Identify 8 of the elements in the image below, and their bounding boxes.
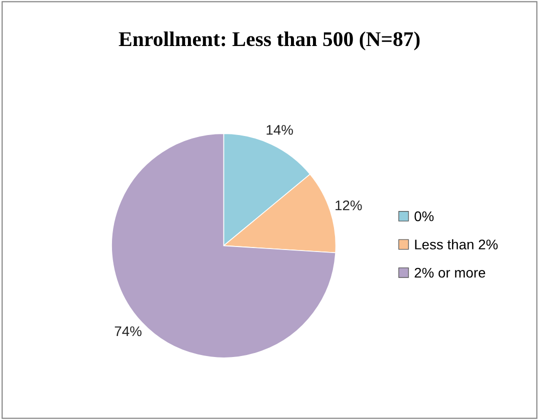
- legend-label: 2% or more: [414, 268, 486, 278]
- legend-label: Less than 2%: [415, 239, 498, 250]
- data-label: 12%: [336, 200, 362, 210]
- pie-slice: [111, 133, 336, 358]
- data-label: 14%: [266, 125, 293, 135]
- chart-title: Enrollment: Less than 500 (N=87): [118, 32, 420, 50]
- data-label: 74%: [114, 326, 142, 336]
- legend-label: 0%: [414, 211, 434, 222]
